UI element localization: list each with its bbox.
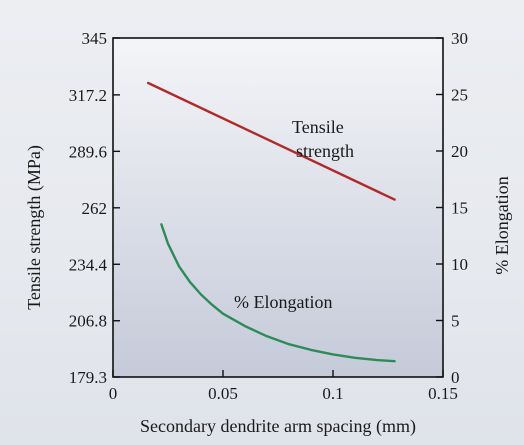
x-tick-label: 0 [109,384,118,403]
right-y-tick-label: 15 [451,199,468,218]
left-y-tick-label: 179.3 [69,368,107,387]
right-y-tick-label: 25 [451,86,468,105]
tensile-strength-line [146,81,396,201]
right-y-tick-label: 10 [451,255,468,274]
x-axis-title: Secondary dendrite arm spacing (mm) [140,416,416,437]
x-tick-label: 0.1 [322,384,343,403]
right-y-tick-label: 20 [451,142,468,161]
left-y-tick-label: 289.6 [69,142,107,161]
left-y-tick-label: 345 [82,29,108,48]
right-y-tick-label: 5 [451,312,460,331]
left-y-tick-label: 317.2 [69,86,107,105]
right-y-tick-label: 0 [451,368,460,387]
plot-area [112,37,444,378]
elongation-annotation: % Elongation [234,292,332,312]
tensile-strength-annotation-line1: Tensile strength [292,117,354,161]
left-y-tick-label: 234.4 [69,255,108,274]
right-y-tick-label: 30 [451,29,468,48]
left-y-axis-title: Tensile strength (MPa) [24,145,45,310]
left-y-tick-label: 206.8 [69,312,107,331]
x-tick-label: 0.15 [428,384,458,403]
right-y-axis-title: % Elongation [492,176,512,274]
elongation-line [160,223,396,363]
left-y-tick-label: 262 [82,199,108,218]
x-tick-label: 0.05 [208,384,238,403]
